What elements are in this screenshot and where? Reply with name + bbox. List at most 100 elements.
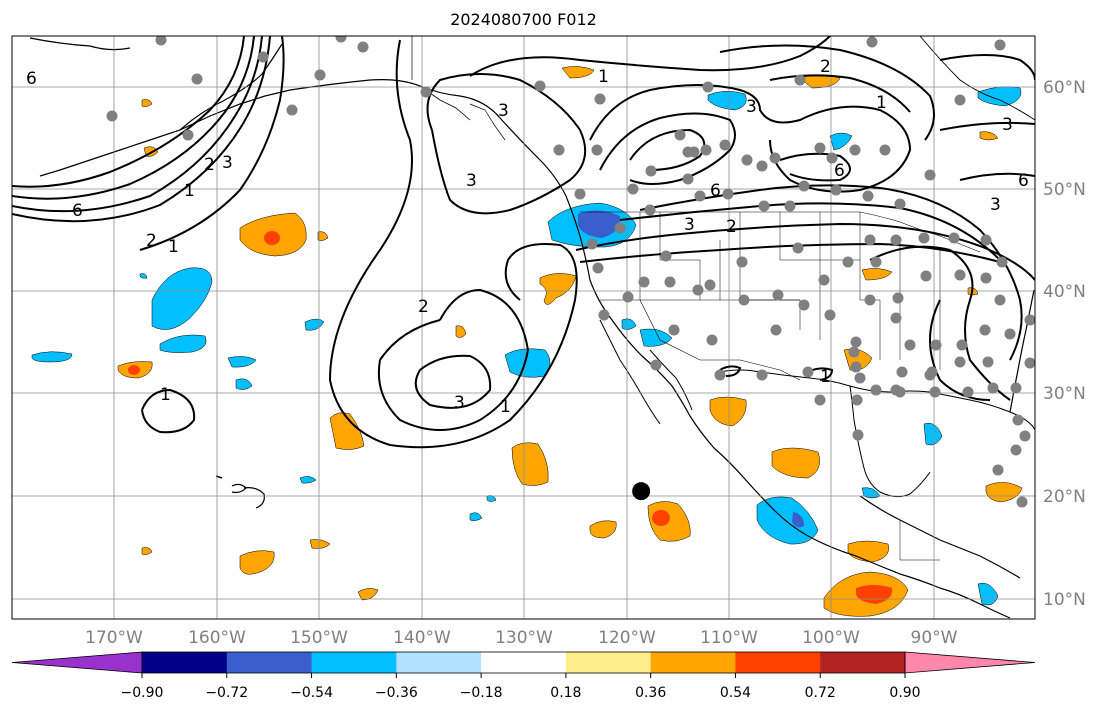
station-dot [979, 324, 991, 336]
contour-label: 3 [746, 97, 757, 117]
station-dot [772, 289, 784, 301]
colorbar-segment [735, 652, 821, 673]
graticule [12, 36, 1035, 619]
contour-label: 6 [710, 181, 721, 201]
station-dot [866, 36, 878, 48]
station-dot [598, 309, 610, 321]
station-dot [864, 234, 876, 246]
lat-label: 60°N [1043, 78, 1086, 98]
contour-label: 1 [876, 93, 887, 113]
station-dot [553, 144, 565, 156]
lon-label: 170°W [85, 628, 143, 648]
station-dot [1010, 444, 1022, 456]
station-dot [644, 204, 656, 216]
station-dot [714, 369, 726, 381]
station-dot [622, 291, 634, 303]
station-dot [798, 180, 810, 192]
contour-lines [12, 36, 1035, 449]
station-dot [890, 312, 902, 324]
station-dot [894, 386, 906, 398]
station-dot [824, 309, 836, 321]
contour-label: 2 [418, 297, 429, 317]
station-dot [818, 274, 830, 286]
contour-label: 3 [466, 171, 477, 191]
station-dot [182, 129, 194, 141]
station-dot [920, 270, 932, 282]
station-dot [534, 80, 546, 92]
station-dot [191, 73, 203, 85]
colorbar-tick-label: 0.36 [635, 685, 666, 701]
station-dot [896, 366, 908, 378]
station-dot [948, 232, 960, 244]
lon-label: 150°W [290, 628, 348, 648]
station-dot [892, 292, 904, 304]
contour-label: 3 [222, 153, 233, 173]
lon-label: 160°W [188, 628, 246, 648]
station-dot [719, 139, 731, 151]
station-dot [155, 36, 167, 46]
station-dot [668, 324, 680, 336]
colorbar-segment [226, 652, 313, 673]
station-dot [638, 276, 650, 288]
colorbar-tick-label: −0.36 [375, 685, 418, 701]
station-dot [954, 356, 966, 368]
colorbar-tick-label: −0.18 [460, 685, 503, 701]
station-dot [814, 394, 826, 406]
colorbar-tick-labels: −0.90 −0.72 −0.54 −0.36 −0.18 0.18 0.36 0.54 0.7… [121, 673, 921, 701]
contour-label: 1 [500, 397, 511, 417]
contour-label: 6 [1018, 171, 1029, 191]
contour-label: 6 [72, 201, 83, 221]
colorbar [11, 651, 1036, 674]
contour-label: 3 [454, 393, 465, 413]
lon-label: 140°W [393, 628, 451, 648]
colorbar-segment [142, 652, 228, 673]
station-dot [627, 183, 639, 195]
station-dot [1012, 414, 1024, 426]
lon-label: 130°W [495, 628, 553, 648]
station-dot [758, 200, 770, 212]
station-dot [645, 165, 657, 177]
coastlines [29, 36, 1035, 619]
station-dot [614, 222, 626, 234]
lon-label: 90°W [911, 628, 958, 648]
colorbar-extend-high [904, 651, 1036, 674]
station-dot [1019, 430, 1031, 442]
contour-label: 1 [820, 367, 831, 387]
station-dot [852, 429, 864, 441]
colorbar-tick-label: 0.90 [889, 685, 920, 701]
station-dot [954, 269, 966, 281]
station-dot [1024, 357, 1035, 369]
station-dot [700, 144, 712, 156]
station-dot [722, 188, 734, 200]
station-dot [1024, 314, 1035, 326]
station-dot [862, 190, 874, 202]
colorbar-segment [820, 652, 906, 673]
lon-label: 120°W [598, 628, 656, 648]
station-dot [314, 69, 326, 81]
station-dot [592, 262, 604, 274]
station-dot [702, 81, 714, 93]
contour-label: 3 [684, 215, 695, 235]
station-dot [929, 386, 941, 398]
station-dot [106, 110, 118, 122]
lon-label: 100°W [802, 628, 860, 648]
station-dot [586, 238, 598, 250]
station-dot [854, 372, 866, 384]
station-dot [956, 339, 968, 351]
station-dot [994, 39, 1006, 51]
station-dot [924, 369, 936, 381]
station-dot [257, 51, 269, 63]
station-dot [918, 232, 930, 244]
colorbar-segment [565, 652, 652, 673]
station-dot [770, 324, 782, 336]
colorbar-frame [141, 651, 906, 674]
station-dot [992, 464, 1004, 476]
station-dot [980, 234, 992, 246]
contour-label: 2 [820, 57, 831, 77]
station-dot [982, 356, 994, 368]
station-dot [842, 256, 854, 268]
lat-label: 40°N [1043, 282, 1086, 302]
contour-label: 1 [184, 181, 195, 201]
map-plot-area: 6 6 2 1 1 2 3 3 3 1 2 3 1 1 3 2 6 3 2 1 … [12, 36, 1035, 619]
